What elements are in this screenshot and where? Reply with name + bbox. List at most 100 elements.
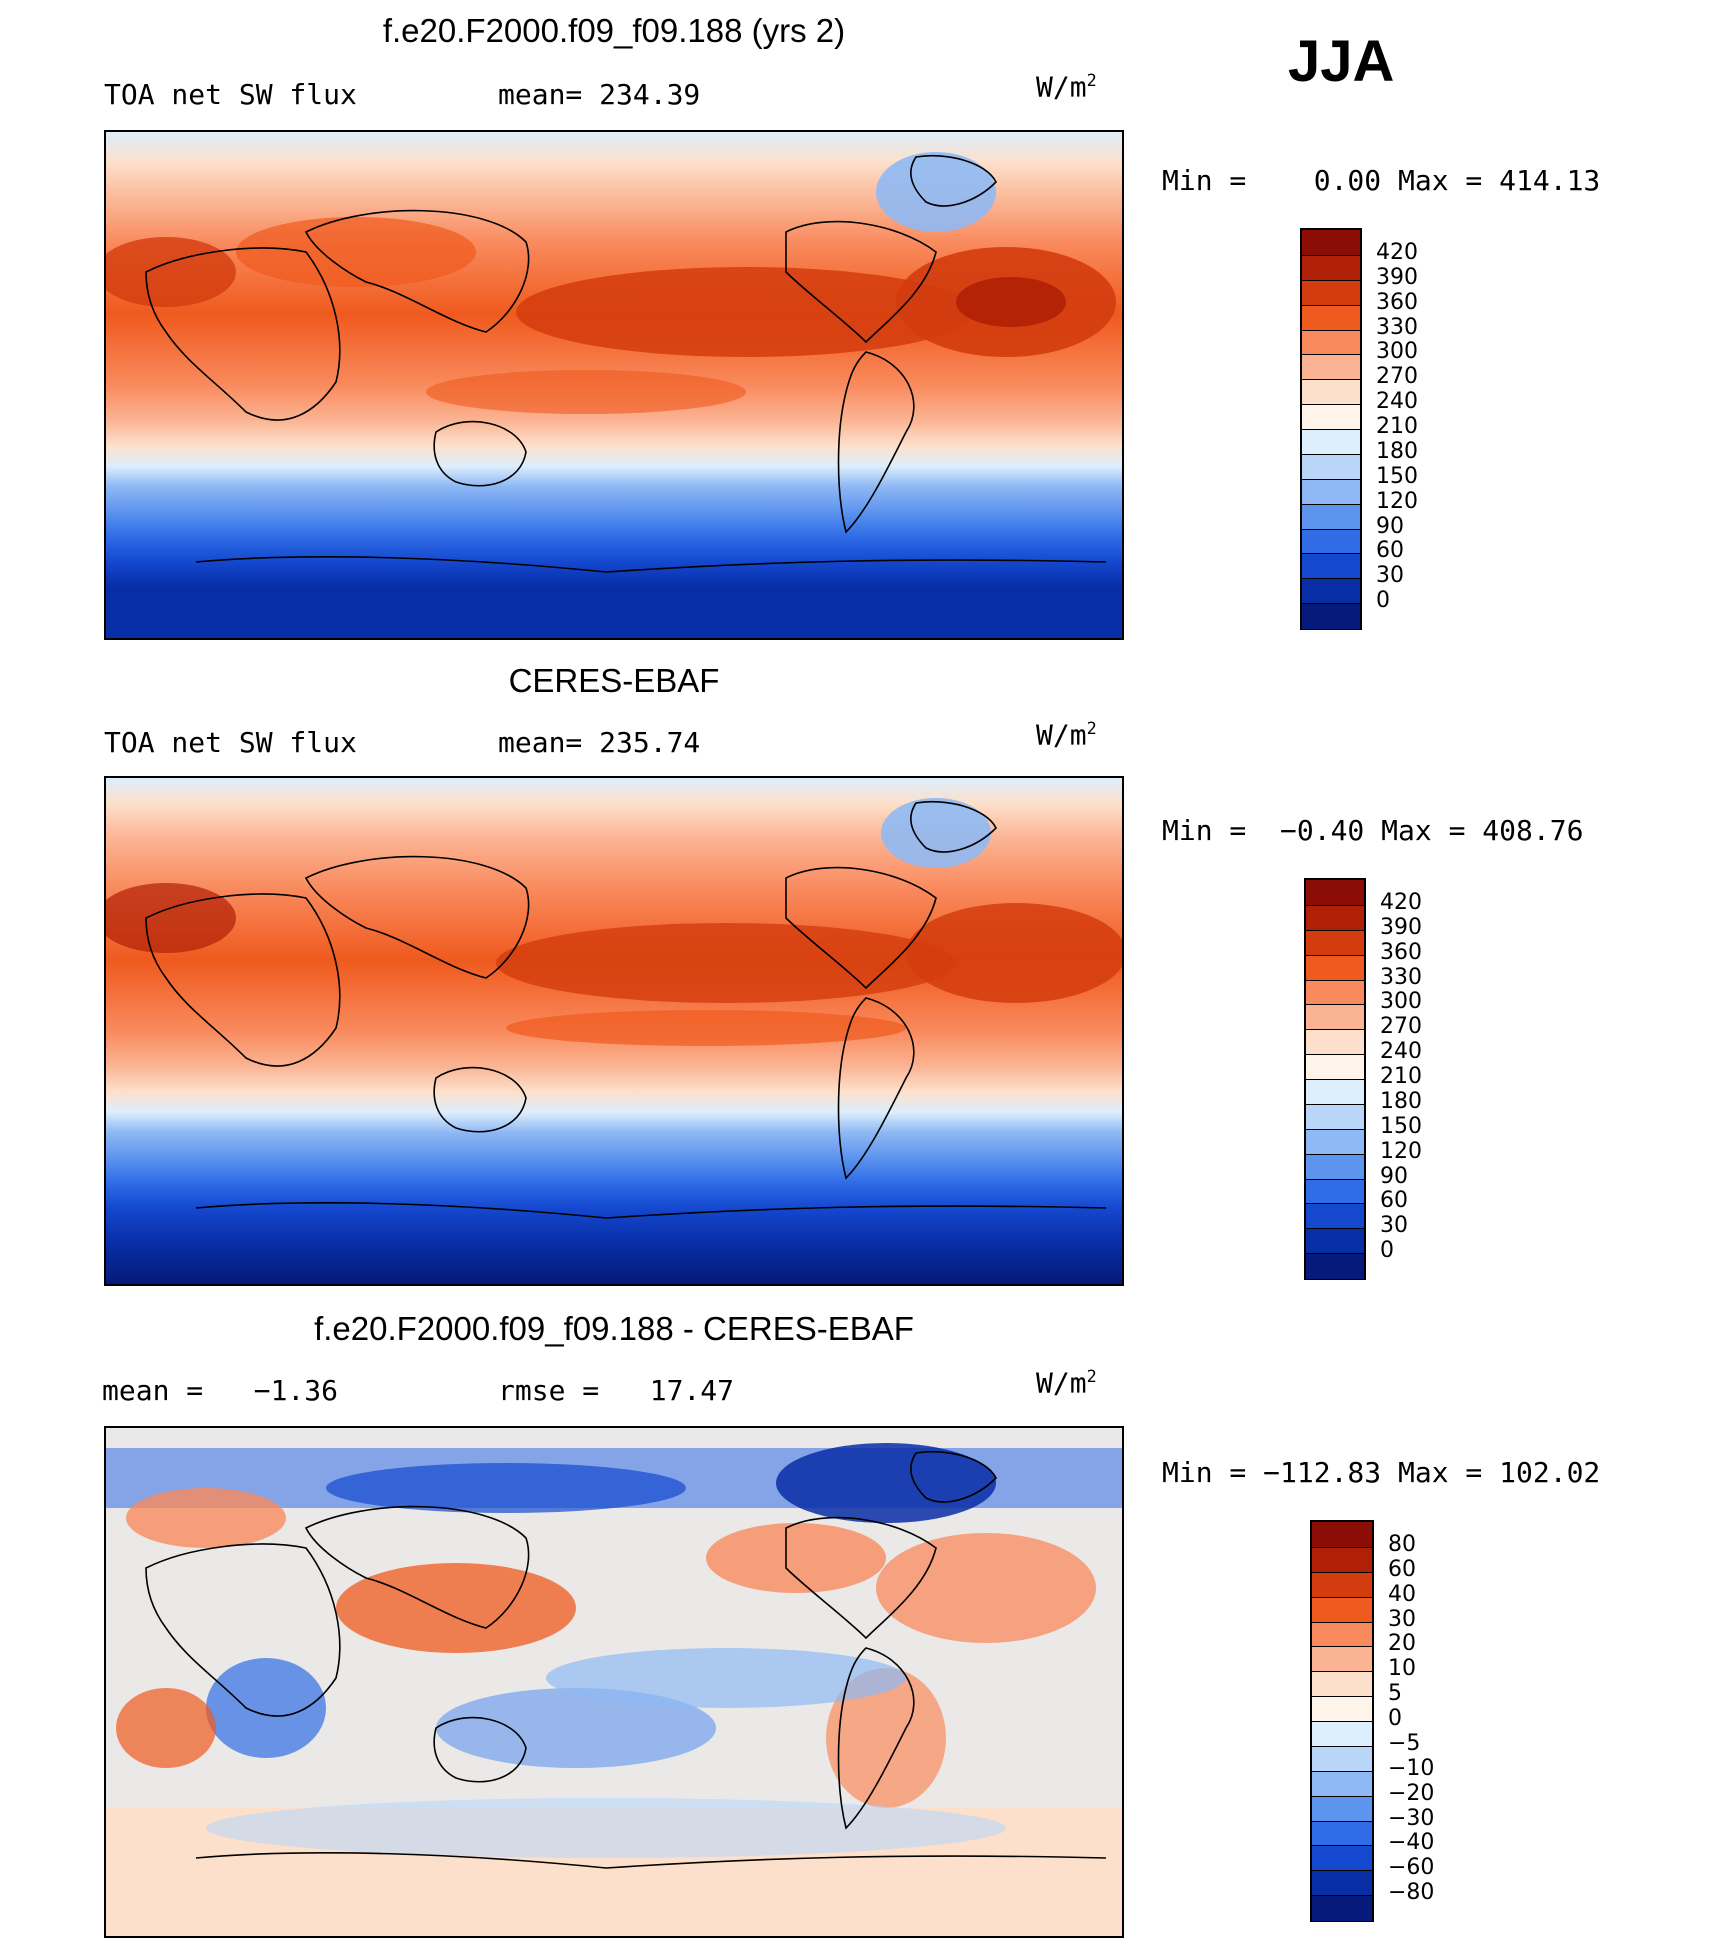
colorbar-segment [1302,404,1360,430]
colorbar-segment [1306,1079,1364,1105]
panel1-title: f.e20.F2000.f09_f09.188 (yrs 2) [382,12,846,49]
colorbar-segment [1312,1522,1372,1547]
colorbar-tick-label: 30 [1388,1606,1416,1632]
panel3-minmax: Min = −112.83 Max = 102.02 [1162,1456,1601,1489]
panel2-field-label: TOA net SW flux [104,726,357,759]
colorbar-segment [1312,1621,1372,1648]
panel1-colorbar [1300,228,1362,630]
colorbar-tick-label: 30 [1376,563,1404,589]
colorbar-tick-label: 150 [1380,1113,1422,1139]
colorbar-segment [1306,1128,1364,1155]
colorbar-segment [1302,429,1360,455]
colorbar-segment [1302,478,1360,505]
panel3-mean-label: mean = −1.36 [102,1374,339,1407]
colorbar-tick-label: 0 [1376,588,1390,614]
colorbar-segment [1302,503,1360,530]
colorbar-tick-label: 90 [1376,513,1404,539]
colorbar-tick-label: 60 [1380,1188,1408,1214]
colorbar-tick-label: 390 [1380,914,1422,940]
colorbar-segment [1306,954,1364,981]
colorbar-tick-label: 40 [1388,1581,1416,1607]
colorbar-tick-label: 210 [1380,1064,1422,1089]
panel3-rmse-label: rmse = 17.47 [498,1374,735,1407]
colorbar-segment [1306,1228,1364,1255]
colorbar-tick-label: 90 [1380,1163,1408,1189]
colorbar-segment [1312,1845,1372,1872]
colorbar-segment [1306,1054,1364,1080]
colorbar-segment [1312,1596,1372,1623]
colorbar-segment [1312,1721,1372,1747]
panel1-map [104,130,1124,640]
colorbar-tick-label: −40 [1388,1830,1435,1856]
colorbar-segment [1312,1820,1372,1847]
panel3-map [104,1426,1124,1938]
colorbar-segment [1306,1103,1364,1130]
colorbar-segment [1312,1696,1372,1722]
colorbar-tick-label: 240 [1380,1039,1422,1065]
colorbar-segment [1302,553,1360,580]
colorbar-segment [1302,230,1360,255]
colorbar-segment [1302,528,1360,555]
colorbar-tick-label: 390 [1376,264,1418,290]
colorbar-tick-label: −10 [1388,1755,1435,1781]
colorbar-tick-label: −80 [1388,1880,1435,1906]
colorbar-tick-label: 5 [1388,1681,1402,1707]
panel1-map-field [106,132,1122,638]
panel2-units-label: W/m2 [1036,718,1097,752]
colorbar-segment [1302,254,1360,281]
colorbar-segment [1312,1895,1372,1921]
colorbar-tick-label: 210 [1376,414,1418,439]
season-label: JJA [1288,29,1395,94]
colorbar-segment [1306,1178,1364,1205]
colorbar-tick-label: 270 [1380,1014,1422,1040]
panel2-colorbar [1304,878,1366,1280]
colorbar-segment [1306,1203,1364,1230]
colorbar-tick-label: 420 [1380,889,1422,915]
colorbar-tick-label: −20 [1388,1780,1435,1806]
colorbar-segment [1306,929,1364,956]
colorbar-segment [1312,1795,1372,1822]
colorbar-segment [1302,354,1360,381]
colorbar-tick-label: −5 [1388,1730,1421,1756]
panel2-minmax: Min = −0.40 Max = 408.76 [1162,814,1584,847]
colorbar-tick-label: 120 [1380,1138,1422,1164]
colorbar-tick-label: 300 [1376,339,1418,365]
colorbar-segment [1306,1004,1364,1031]
colorbar-segment [1306,880,1364,905]
colorbar-segment [1302,279,1360,306]
colorbar-segment [1302,379,1360,406]
colorbar-tick-label: 420 [1376,239,1418,265]
panel3-units-label: W/m2 [1036,1366,1097,1400]
panel2-map [104,776,1124,1286]
colorbar-tick-label: 0 [1380,1238,1394,1264]
panel3-colorbar [1310,1520,1374,1922]
panel2-title: CERES-EBAF [508,662,720,699]
colorbar-tick-label: 0 [1388,1706,1402,1731]
colorbar-tick-label: 30 [1380,1213,1408,1239]
colorbar-tick-label: 360 [1376,289,1418,315]
colorbar-tick-label: 330 [1376,314,1418,340]
colorbar-segment [1306,979,1364,1006]
colorbar-tick-label: 270 [1376,364,1418,390]
panel1-field-label: TOA net SW flux [104,78,357,111]
panel3-map-field [106,1428,1122,1936]
colorbar-tick-label: 240 [1376,389,1418,415]
colorbar-segment [1302,603,1360,629]
colorbar-segment [1312,1646,1372,1673]
panel1-mean-label: mean= 234.39 [498,78,701,111]
colorbar-segment [1306,904,1364,931]
colorbar-segment [1312,1546,1372,1573]
colorbar-segment [1302,578,1360,605]
colorbar-tick-label: 120 [1376,488,1418,514]
panel1-minmax: Min = 0.00 Max = 414.13 [1162,164,1601,197]
colorbar-segment [1312,1671,1372,1698]
colorbar-segment [1306,1153,1364,1180]
panel2-map-field [106,778,1122,1284]
colorbar-tick-label: 180 [1380,1088,1422,1114]
colorbar-tick-label: 150 [1376,463,1418,489]
colorbar-segment [1306,1253,1364,1279]
colorbar-tick-label: 360 [1380,939,1422,965]
colorbar-tick-label: −30 [1388,1805,1435,1831]
colorbar-segment [1302,329,1360,356]
colorbar-segment [1312,1770,1372,1797]
